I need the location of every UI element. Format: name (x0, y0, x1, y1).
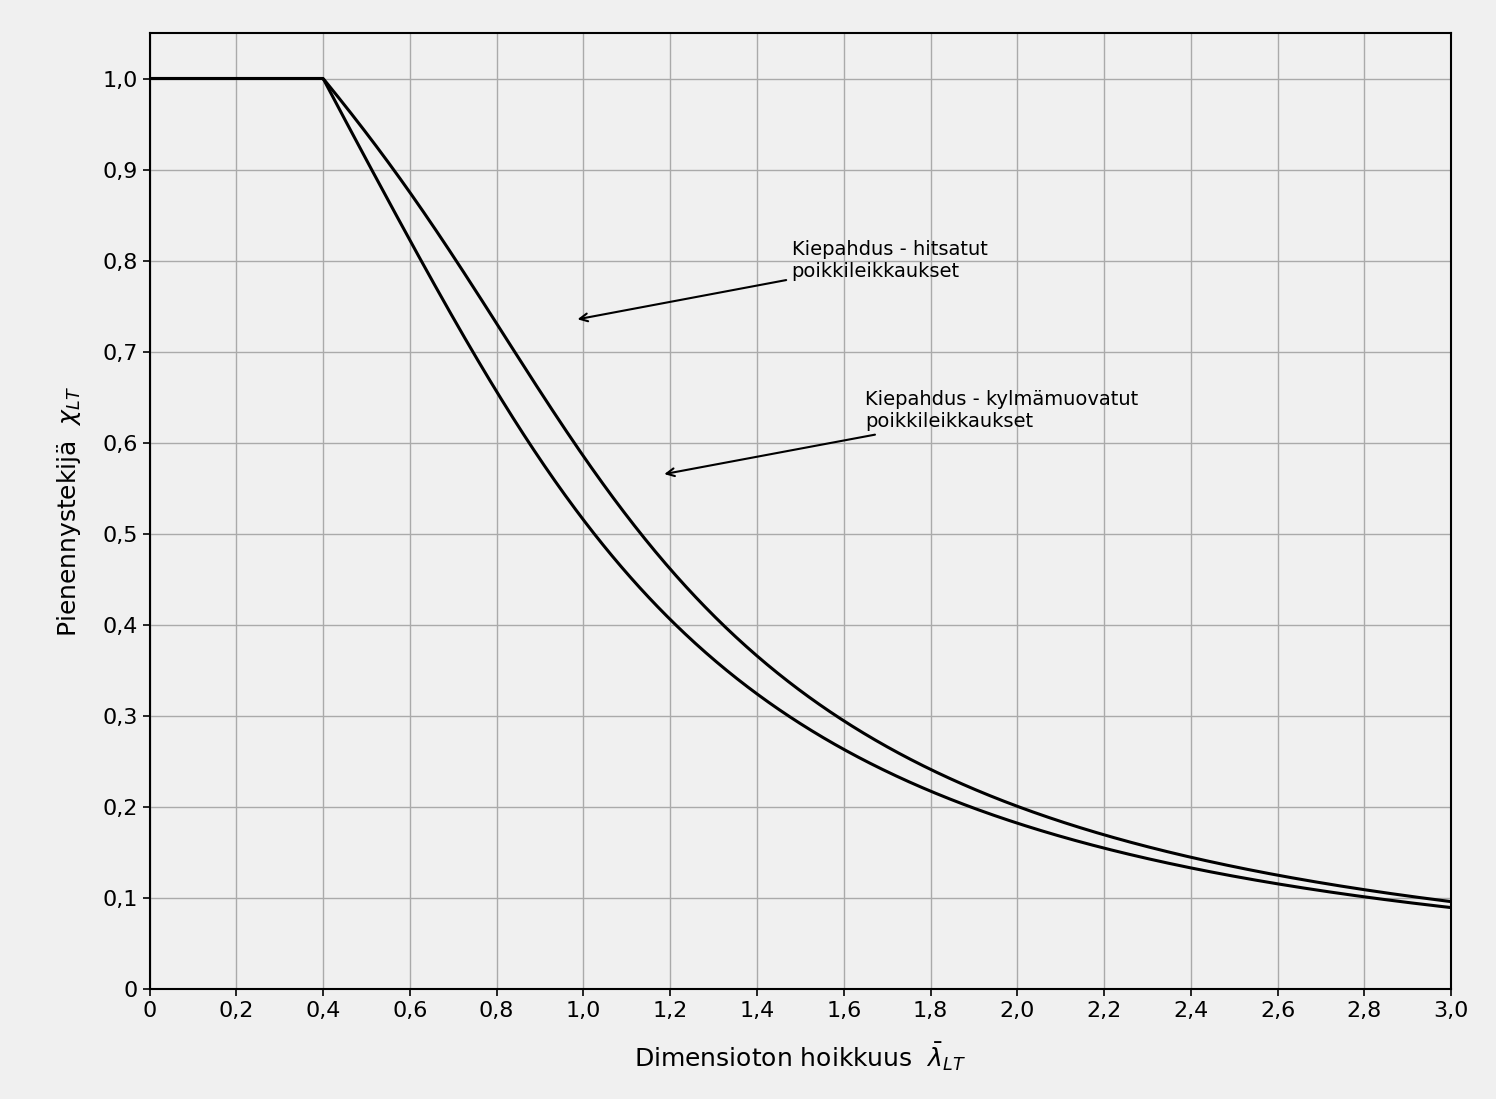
X-axis label: Dimensioton hoikkuus  $\bar{\lambda}_{LT}$: Dimensioton hoikkuus $\bar{\lambda}_{LT}… (634, 1041, 966, 1073)
Text: Kiepahdus - hitsatut
poikkileikkaukset: Kiepahdus - hitsatut poikkileikkaukset (580, 240, 987, 321)
Text: Kiepahdus - kylmämuovatut
poikkileikkaukset: Kiepahdus - kylmämuovatut poikkileikkauk… (667, 390, 1138, 476)
Y-axis label: Pienennystekijä  $\chi_{LT}$: Pienennystekijä $\chi_{LT}$ (55, 386, 82, 636)
